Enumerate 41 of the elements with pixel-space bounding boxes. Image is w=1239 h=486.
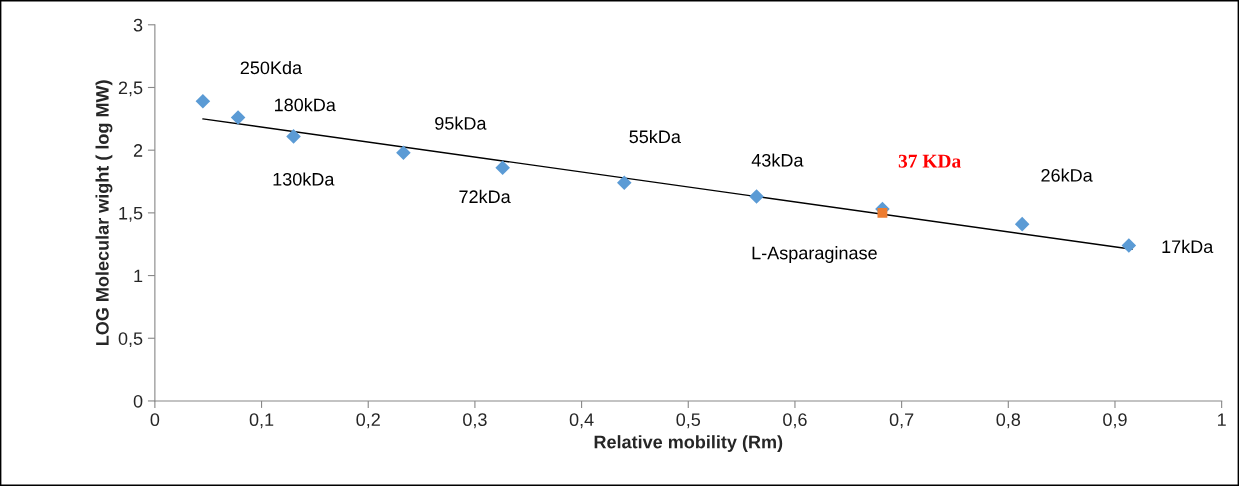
annotation: 43kDa (751, 153, 804, 167)
annotation: 130kDa (273, 172, 335, 186)
x-tick-label: 0,8 (996, 413, 1021, 429)
x-tick-label: 0,2 (356, 413, 380, 429)
y-tick-label: 1 (134, 269, 143, 283)
annotation: 26kDa (1041, 168, 1093, 182)
point (396, 145, 411, 160)
x-tick-label: 0,5 (676, 413, 701, 429)
y-tick-label: 3 (133, 18, 143, 32)
point (286, 129, 301, 144)
y-axis-title: LOG Molecular wight ( log MW) (95, 80, 113, 346)
x-tick-label: 0,6 (783, 413, 807, 429)
x-tick-label: 0 (150, 413, 160, 427)
y-tick-label: 1,5 (119, 206, 143, 222)
point (1014, 216, 1030, 232)
annotation: 37 KDa (898, 154, 961, 168)
annotation: 72kDa (459, 189, 511, 204)
annotation: 180kDa (275, 98, 336, 112)
y-tick-label: 0 (133, 394, 143, 408)
point (230, 110, 246, 125)
x-tick-label: 0,1 (249, 413, 274, 429)
point (877, 207, 888, 218)
x-tick-label: 0,9 (1103, 413, 1127, 429)
y-tick-label: 2,5 (118, 81, 143, 97)
annotation: 17kDa (1162, 239, 1214, 254)
y-tick-label: 2 (133, 144, 143, 157)
point (495, 160, 510, 176)
point (616, 175, 632, 191)
x-tick-label: 0,3 (463, 413, 487, 429)
annotation: L-Asparaginase (752, 246, 877, 263)
x-tick-label: 0,4 (569, 413, 594, 429)
point (1121, 238, 1137, 253)
y-tick-label: 0,5 (118, 332, 143, 348)
annotation: 250Kda (240, 60, 303, 75)
annotation: 55kDa (629, 129, 681, 144)
point (749, 189, 764, 204)
x-tick-label: 1 (1218, 413, 1226, 426)
x-tick-label: 0,7 (889, 413, 914, 429)
x-axis-title: Relative mobility (Rm) (594, 435, 783, 452)
point (195, 93, 211, 109)
annotation: 95kDa (435, 116, 487, 130)
